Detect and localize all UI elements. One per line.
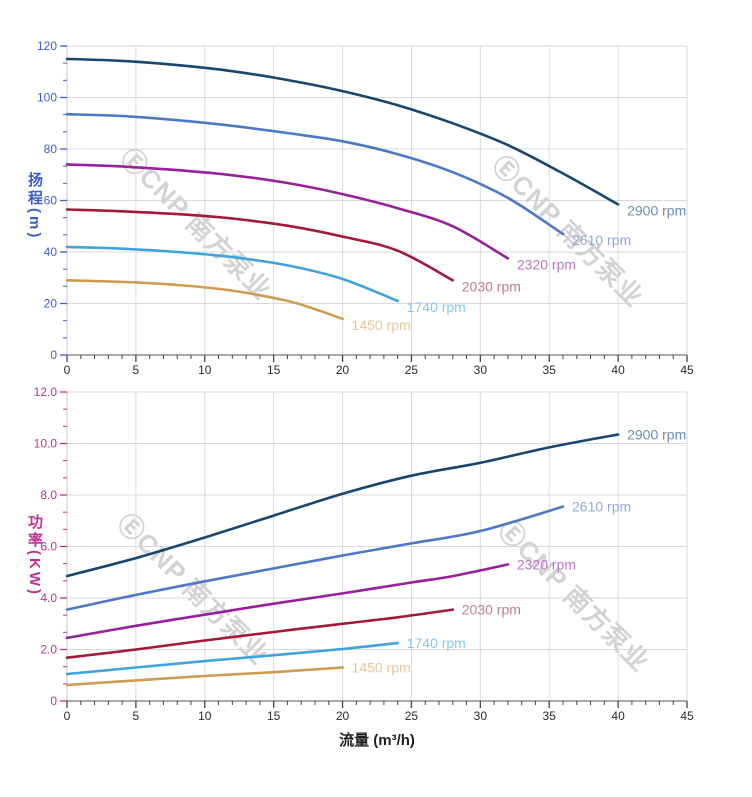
curve-label-2900-rpm: 2900 rpm [627, 426, 686, 442]
curve-label-1450-rpm: 1450 rpm [352, 317, 411, 333]
head-axis-unit-text: (m) [26, 208, 43, 241]
curve-label-1450-rpm: 1450 rpm [352, 660, 411, 676]
x-tick-label: 5 [133, 363, 140, 377]
y-tick-label: 100 [37, 91, 57, 105]
y-tick-label: 40 [44, 245, 58, 259]
y-tick-label: 0 [50, 694, 57, 708]
curve-2900-rpm [65, 433, 620, 578]
curve-2900-rpm [65, 57, 620, 206]
curve-2610-rpm [65, 505, 565, 611]
y-tick-label: 120 [37, 39, 57, 53]
curve-label-2610-rpm: 2610 rpm [572, 499, 631, 515]
curve-1740-rpm [65, 245, 399, 303]
curve-2320-rpm [65, 563, 510, 640]
power-vs-flow-axes: 0 2.0 4.0 6.0 8.0 10.0 12.0 0 5 10 15 20 25 30 35 40 45 [34, 385, 694, 723]
x-tick-label: 10 [198, 363, 212, 377]
curve-label-2900-rpm: 2900 rpm [627, 202, 686, 218]
curve-2030-rpm [65, 608, 455, 659]
y-tick-label: 6.0 [40, 540, 57, 554]
power-axis-title: 功率(KW) [26, 514, 43, 597]
x-tick-label: 20 [336, 363, 350, 377]
power-axis-unit-text: (KW) [26, 550, 43, 597]
curve-label-2030-rpm: 2030 rpm [462, 602, 521, 618]
curve-1450-rpm [65, 279, 344, 321]
curve-2030-rpm [65, 208, 455, 282]
x-tick-label: 0 [64, 363, 71, 377]
x-tick-label: 45 [680, 363, 694, 377]
x-tick-label: 15 [267, 363, 281, 377]
y-tick-label: 80 [44, 142, 58, 156]
x-tick-label: 30 [474, 363, 488, 377]
y-tick-label: 60 [44, 194, 58, 208]
curve-label-2320-rpm: 2320 rpm [517, 256, 576, 272]
curve-label-2320-rpm: 2320 rpm [517, 557, 576, 573]
power-vs-flow-watermarks: ⒺCNP 南方泵业 ⒺCNP 南方泵业 [111, 507, 655, 677]
curve-2320-rpm [65, 163, 510, 260]
curve-label-1740-rpm: 1740 rpm [407, 299, 466, 315]
head-vs-flow-axes: 0 20 40 60 80 100 120 0 5 10 15 20 25 30 35 40 45 [37, 39, 694, 377]
x-tick-label: 40 [611, 709, 625, 723]
power-vs-flow-grid [67, 391, 688, 701]
head-axis-title: 扬程(m) [26, 172, 43, 241]
y-tick-label: 8.0 [40, 488, 57, 502]
x-tick-label: 35 [543, 709, 557, 723]
x-tick-label: 30 [474, 709, 488, 723]
y-tick-label: 10.0 [34, 437, 58, 451]
x-tick-label: 0 [64, 709, 71, 723]
y-tick-label: 2.0 [40, 643, 57, 657]
cnp-watermark: ⒺCNP 南方泵业 [492, 514, 655, 677]
y-tick-label: 0 [50, 348, 57, 362]
x-tick-label: 35 [543, 363, 557, 377]
x-tick-label: 40 [611, 363, 625, 377]
curve-1450-rpm [65, 666, 344, 687]
power-axis-title-text: 功率 [26, 514, 43, 550]
head-vs-flow-series: 2900 rpm 2610 rpm 2320 rpm 2030 rpm 1740 rpm… [65, 57, 686, 333]
x-tick-label: 20 [336, 709, 350, 723]
head-axis-title-text: 扬程 [26, 172, 43, 208]
y-tick-label: 20 [44, 297, 58, 311]
flow-axis-title: 流量 (m³/h) [339, 732, 415, 749]
curve-label-1740-rpm: 1740 rpm [407, 635, 466, 651]
x-tick-label: 25 [405, 363, 419, 377]
x-tick-label: 10 [198, 709, 212, 723]
curve-1740-rpm [65, 641, 399, 676]
curve-label-2610-rpm: 2610 rpm [572, 232, 631, 248]
x-tick-label: 25 [405, 709, 419, 723]
x-tick-label: 15 [267, 709, 281, 723]
x-tick-label: 5 [133, 709, 140, 723]
x-tick-label: 45 [680, 709, 694, 723]
power-vs-flow-series: 2900 rpm 2610 rpm 2320 rpm 2030 rpm 1740 rpm… [65, 426, 686, 687]
curve-2610-rpm [65, 112, 565, 236]
curve-label-2030-rpm: 2030 rpm [462, 278, 521, 294]
y-tick-label: 4.0 [40, 591, 57, 605]
y-tick-label: 12.0 [34, 385, 58, 399]
